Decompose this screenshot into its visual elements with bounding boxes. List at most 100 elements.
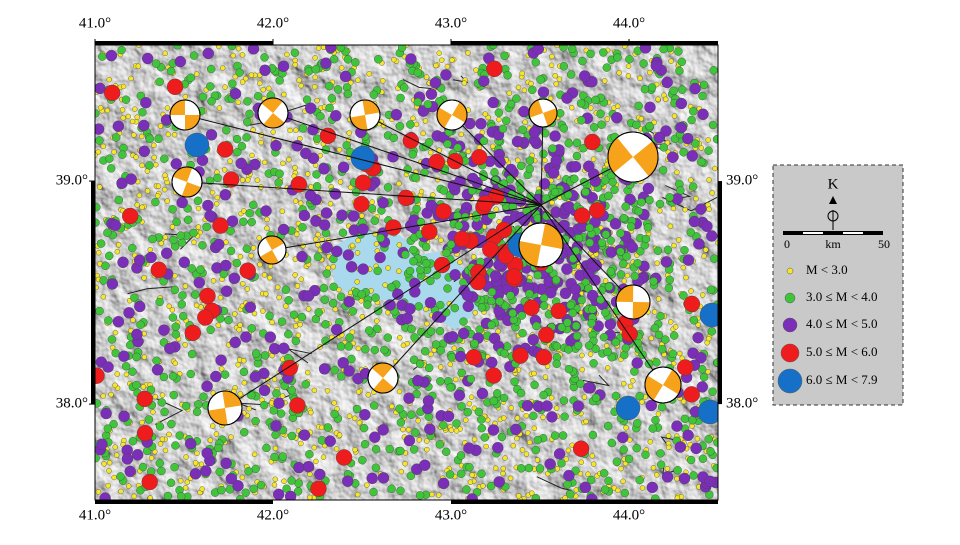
epicenter <box>168 313 178 322</box>
epicenter <box>272 476 278 482</box>
epicenter <box>658 345 667 354</box>
epicenter <box>501 301 510 310</box>
epicenter <box>298 276 304 282</box>
epicenter <box>343 89 353 99</box>
epicenter <box>244 286 251 292</box>
legend: K 0 km 50 M < 3.0 3.0 ≤ M < 4.0 4.0 ≤ M < … <box>772 164 904 406</box>
epicenter <box>244 467 253 476</box>
epicenter <box>307 123 319 136</box>
epicenter <box>310 480 327 497</box>
epicenter <box>157 398 167 407</box>
epicenter <box>604 476 613 485</box>
epicenter <box>616 247 625 256</box>
epicenter <box>363 300 372 309</box>
epicenter <box>436 377 445 386</box>
epicenter <box>559 124 568 133</box>
epicenter <box>228 272 241 284</box>
epicenter <box>100 393 106 399</box>
epicenter <box>222 171 240 188</box>
epicenter <box>254 177 261 183</box>
epicenter <box>251 416 260 426</box>
epicenter <box>369 199 375 205</box>
epicenter <box>651 416 660 425</box>
epicenter <box>579 70 591 82</box>
epicenter <box>232 480 244 492</box>
epicenter <box>320 295 329 304</box>
epicenter <box>193 276 206 289</box>
epicenter <box>175 431 184 440</box>
epicenter <box>677 350 683 357</box>
epicenter <box>109 344 116 351</box>
epicenter <box>391 57 397 63</box>
epicenter <box>690 442 702 455</box>
epicenter <box>615 103 621 110</box>
epicenter <box>564 345 573 354</box>
epicenter <box>578 459 584 465</box>
epicenter <box>433 256 451 274</box>
epicenter <box>166 478 176 487</box>
epicenter <box>698 145 704 151</box>
mechanism-link <box>184 114 542 206</box>
epicenter <box>105 154 114 163</box>
epicenter <box>322 269 331 278</box>
epicenter <box>237 391 244 397</box>
epicenter <box>466 493 478 500</box>
epicenter <box>410 333 419 342</box>
epicenter <box>407 410 416 419</box>
epicenter <box>270 452 279 462</box>
epicenter <box>621 202 630 211</box>
epicenter <box>155 422 165 431</box>
epicenter <box>424 321 430 327</box>
epicenter <box>553 448 566 460</box>
epicenter <box>101 261 110 270</box>
epicenter <box>473 67 479 73</box>
epicenter <box>621 380 627 387</box>
beachball-quadrant <box>663 369 682 395</box>
epicenter <box>667 151 679 163</box>
epicenter <box>339 65 345 71</box>
epicenter <box>315 45 322 51</box>
epicenter <box>243 117 252 127</box>
epicenter <box>682 206 688 213</box>
epicenter <box>485 114 491 121</box>
epicenter <box>111 474 117 481</box>
epicenter <box>532 321 541 331</box>
epicenter <box>181 401 191 411</box>
epicenter <box>418 188 425 195</box>
epicenter <box>625 73 632 79</box>
epicenter <box>396 388 403 395</box>
beachball-quadrant <box>222 391 242 408</box>
epicenter <box>689 107 698 116</box>
epicenter <box>251 349 261 358</box>
epicenter <box>333 85 343 94</box>
epicenter <box>246 406 252 412</box>
epicenter <box>103 228 112 237</box>
epicenter <box>284 490 297 500</box>
epicenter <box>579 366 585 373</box>
epicenter <box>264 216 270 223</box>
epicenter <box>201 380 213 392</box>
scale-bar <box>783 231 883 235</box>
epicenter <box>668 58 674 64</box>
epicenter <box>620 488 629 498</box>
epicenter <box>155 183 162 189</box>
epicenter <box>331 245 343 258</box>
epicenter <box>117 256 129 268</box>
epicenter <box>344 342 353 351</box>
epicenter <box>100 143 107 150</box>
epicenter <box>654 260 660 266</box>
epicenter <box>118 488 124 495</box>
epicenter <box>569 160 582 173</box>
epicenter <box>242 75 249 82</box>
epicenter <box>196 265 205 274</box>
epicenter <box>561 263 573 275</box>
epicenter <box>648 335 654 341</box>
epicenter <box>256 235 262 241</box>
epicenter <box>620 350 629 360</box>
epicenter <box>539 293 549 303</box>
epicenter <box>95 82 106 95</box>
epicenter <box>634 101 643 111</box>
epicenter <box>331 323 343 336</box>
epicenter <box>409 257 418 266</box>
epicenter <box>425 88 438 100</box>
